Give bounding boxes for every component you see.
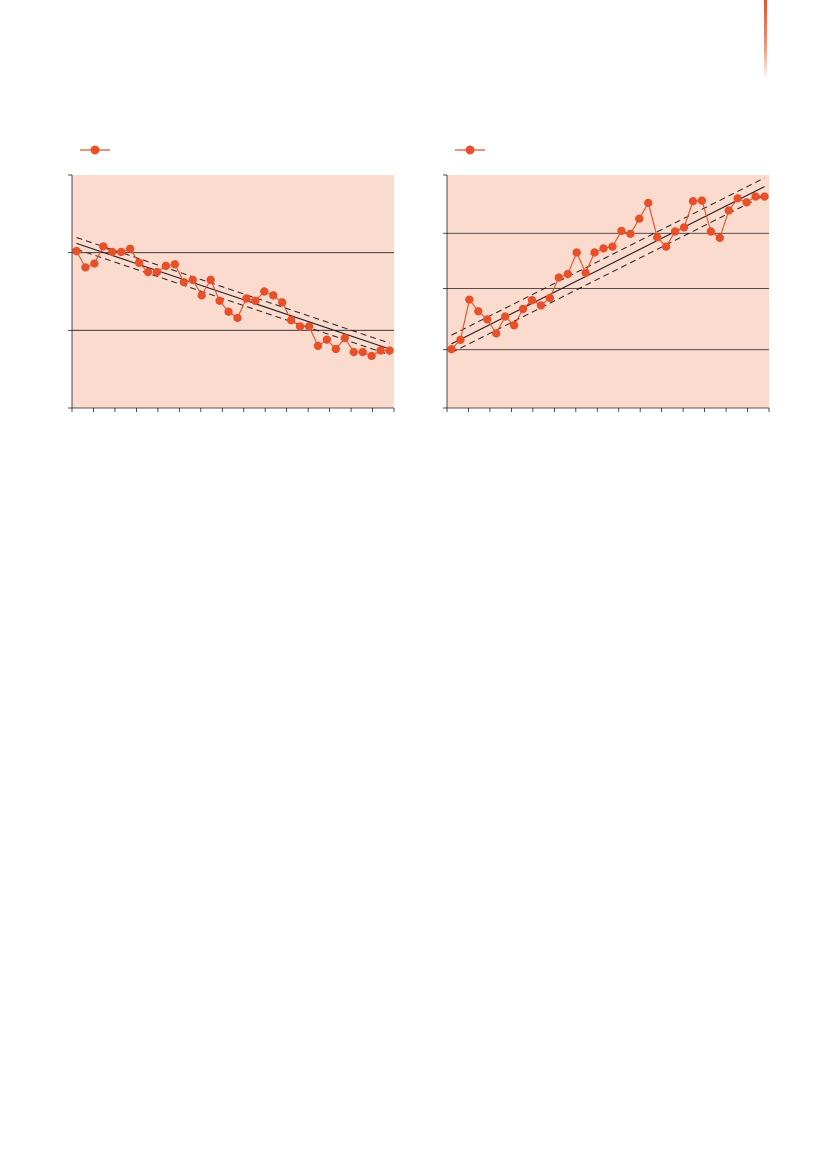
chart-left-svg <box>68 145 395 412</box>
left-series-0-point-15 <box>206 275 215 285</box>
left-series-0-point-16 <box>215 296 224 306</box>
left-series-0-point-14 <box>197 291 206 300</box>
right-series-0-point-22 <box>644 198 653 208</box>
left-trend-line <box>76 242 390 350</box>
left-series-0-point-4 <box>108 247 117 257</box>
left-series-0-point-29 <box>331 344 341 354</box>
right-series-0-point-2 <box>465 295 474 304</box>
right-series-0-point-35 <box>760 192 769 201</box>
right-trend-upper <box>451 177 765 336</box>
right-series-0-point-6 <box>500 312 510 321</box>
left-series-0-point-23 <box>277 298 287 307</box>
right-series-0-point-17 <box>599 244 608 253</box>
right-series-0-point-1 <box>456 335 465 345</box>
left-series-0-point-11 <box>170 260 180 269</box>
left-series-0-point-0 <box>72 246 81 256</box>
left-series-0-point-32 <box>358 347 367 357</box>
right-series-0-point-32 <box>733 194 742 203</box>
right-series-0-point-20 <box>626 229 635 239</box>
left-series-0-point-22 <box>269 291 278 300</box>
left-trend-lower <box>76 248 390 356</box>
right-plot-area <box>447 175 769 408</box>
left-series-0-point-3 <box>99 242 108 251</box>
left-series-0-point-10 <box>161 261 171 271</box>
right-series-0-point-23 <box>652 233 662 242</box>
left-series-0-point-34 <box>376 346 385 355</box>
left-series-0-point-30 <box>340 333 350 343</box>
left-series-0-point-26 <box>304 322 314 331</box>
right-series-0-point-11 <box>545 293 555 303</box>
chart-left <box>40 130 400 430</box>
right-series-0-point-12 <box>554 273 564 282</box>
left-series-0-point-1 <box>81 263 90 272</box>
right-series-0-point-21 <box>635 214 644 223</box>
right-series-0-point-8 <box>518 304 528 314</box>
right-series-0-point-27 <box>688 197 698 206</box>
left-series-0-point-24 <box>286 316 296 325</box>
right-series-0-point-9 <box>527 296 537 305</box>
right-series-0-point-15 <box>581 268 590 278</box>
right-series-0-point-3 <box>474 307 483 316</box>
right-series-0-point-18 <box>608 242 617 251</box>
left-series-0-point-9 <box>152 267 162 277</box>
left-series-0-point-35 <box>385 346 394 355</box>
left-series-0-point-28 <box>322 335 332 344</box>
left-series-0-point-18 <box>233 313 242 323</box>
left-series-0-point-7 <box>134 258 144 267</box>
right-series-0-point-28 <box>697 196 707 205</box>
left-legend <box>80 145 110 155</box>
edge-accent-bar <box>764 0 767 80</box>
left-series-0-point-33 <box>367 351 376 361</box>
left-legend-marker <box>90 145 100 155</box>
right-series-0-point-19 <box>617 226 626 236</box>
left-series-0-point-19 <box>242 294 251 303</box>
left-series-0-point-2 <box>90 259 99 268</box>
right-series-0-point-29 <box>706 227 716 236</box>
right-series-0-point-33 <box>742 198 751 207</box>
right-series-0-point-7 <box>509 321 519 330</box>
left-series-0-point-27 <box>313 341 323 351</box>
right-series-0-point-30 <box>715 233 725 243</box>
right-series-0-point-26 <box>679 223 689 232</box>
left-trend-upper <box>76 237 390 344</box>
right-series-0-point-31 <box>724 206 733 215</box>
left-plot-area <box>72 175 394 408</box>
right-series-0-point-5 <box>491 329 501 338</box>
right-series-0-point-16 <box>590 248 599 257</box>
right-trend-lower <box>451 194 765 354</box>
right-series-0-point-10 <box>536 301 546 310</box>
left-series-0-point-20 <box>251 296 260 306</box>
right-series-0-point-0 <box>447 344 456 354</box>
left-series-0-point-25 <box>295 322 305 331</box>
left-series-0-point-8 <box>143 267 153 277</box>
right-legend-marker <box>465 145 475 155</box>
chart-right <box>415 130 775 430</box>
left-series-0-point-6 <box>125 244 135 253</box>
left-series-0-point-12 <box>179 277 189 287</box>
chart-right-svg <box>443 145 770 412</box>
left-series-0-point-17 <box>224 307 233 316</box>
right-series-0-point-34 <box>751 192 760 201</box>
right-series-0-point-4 <box>483 315 492 324</box>
right-legend <box>455 145 485 155</box>
left-series-0-point-21 <box>260 287 269 296</box>
right-series-0-point-13 <box>563 269 572 279</box>
right-series-0-point-24 <box>661 242 671 251</box>
left-series-0-point-31 <box>349 347 358 357</box>
left-series-0-point-13 <box>188 275 197 285</box>
left-series-0-point-5 <box>116 247 126 257</box>
right-series-0-point-25 <box>670 227 680 236</box>
right-series-0-point-14 <box>572 248 581 257</box>
